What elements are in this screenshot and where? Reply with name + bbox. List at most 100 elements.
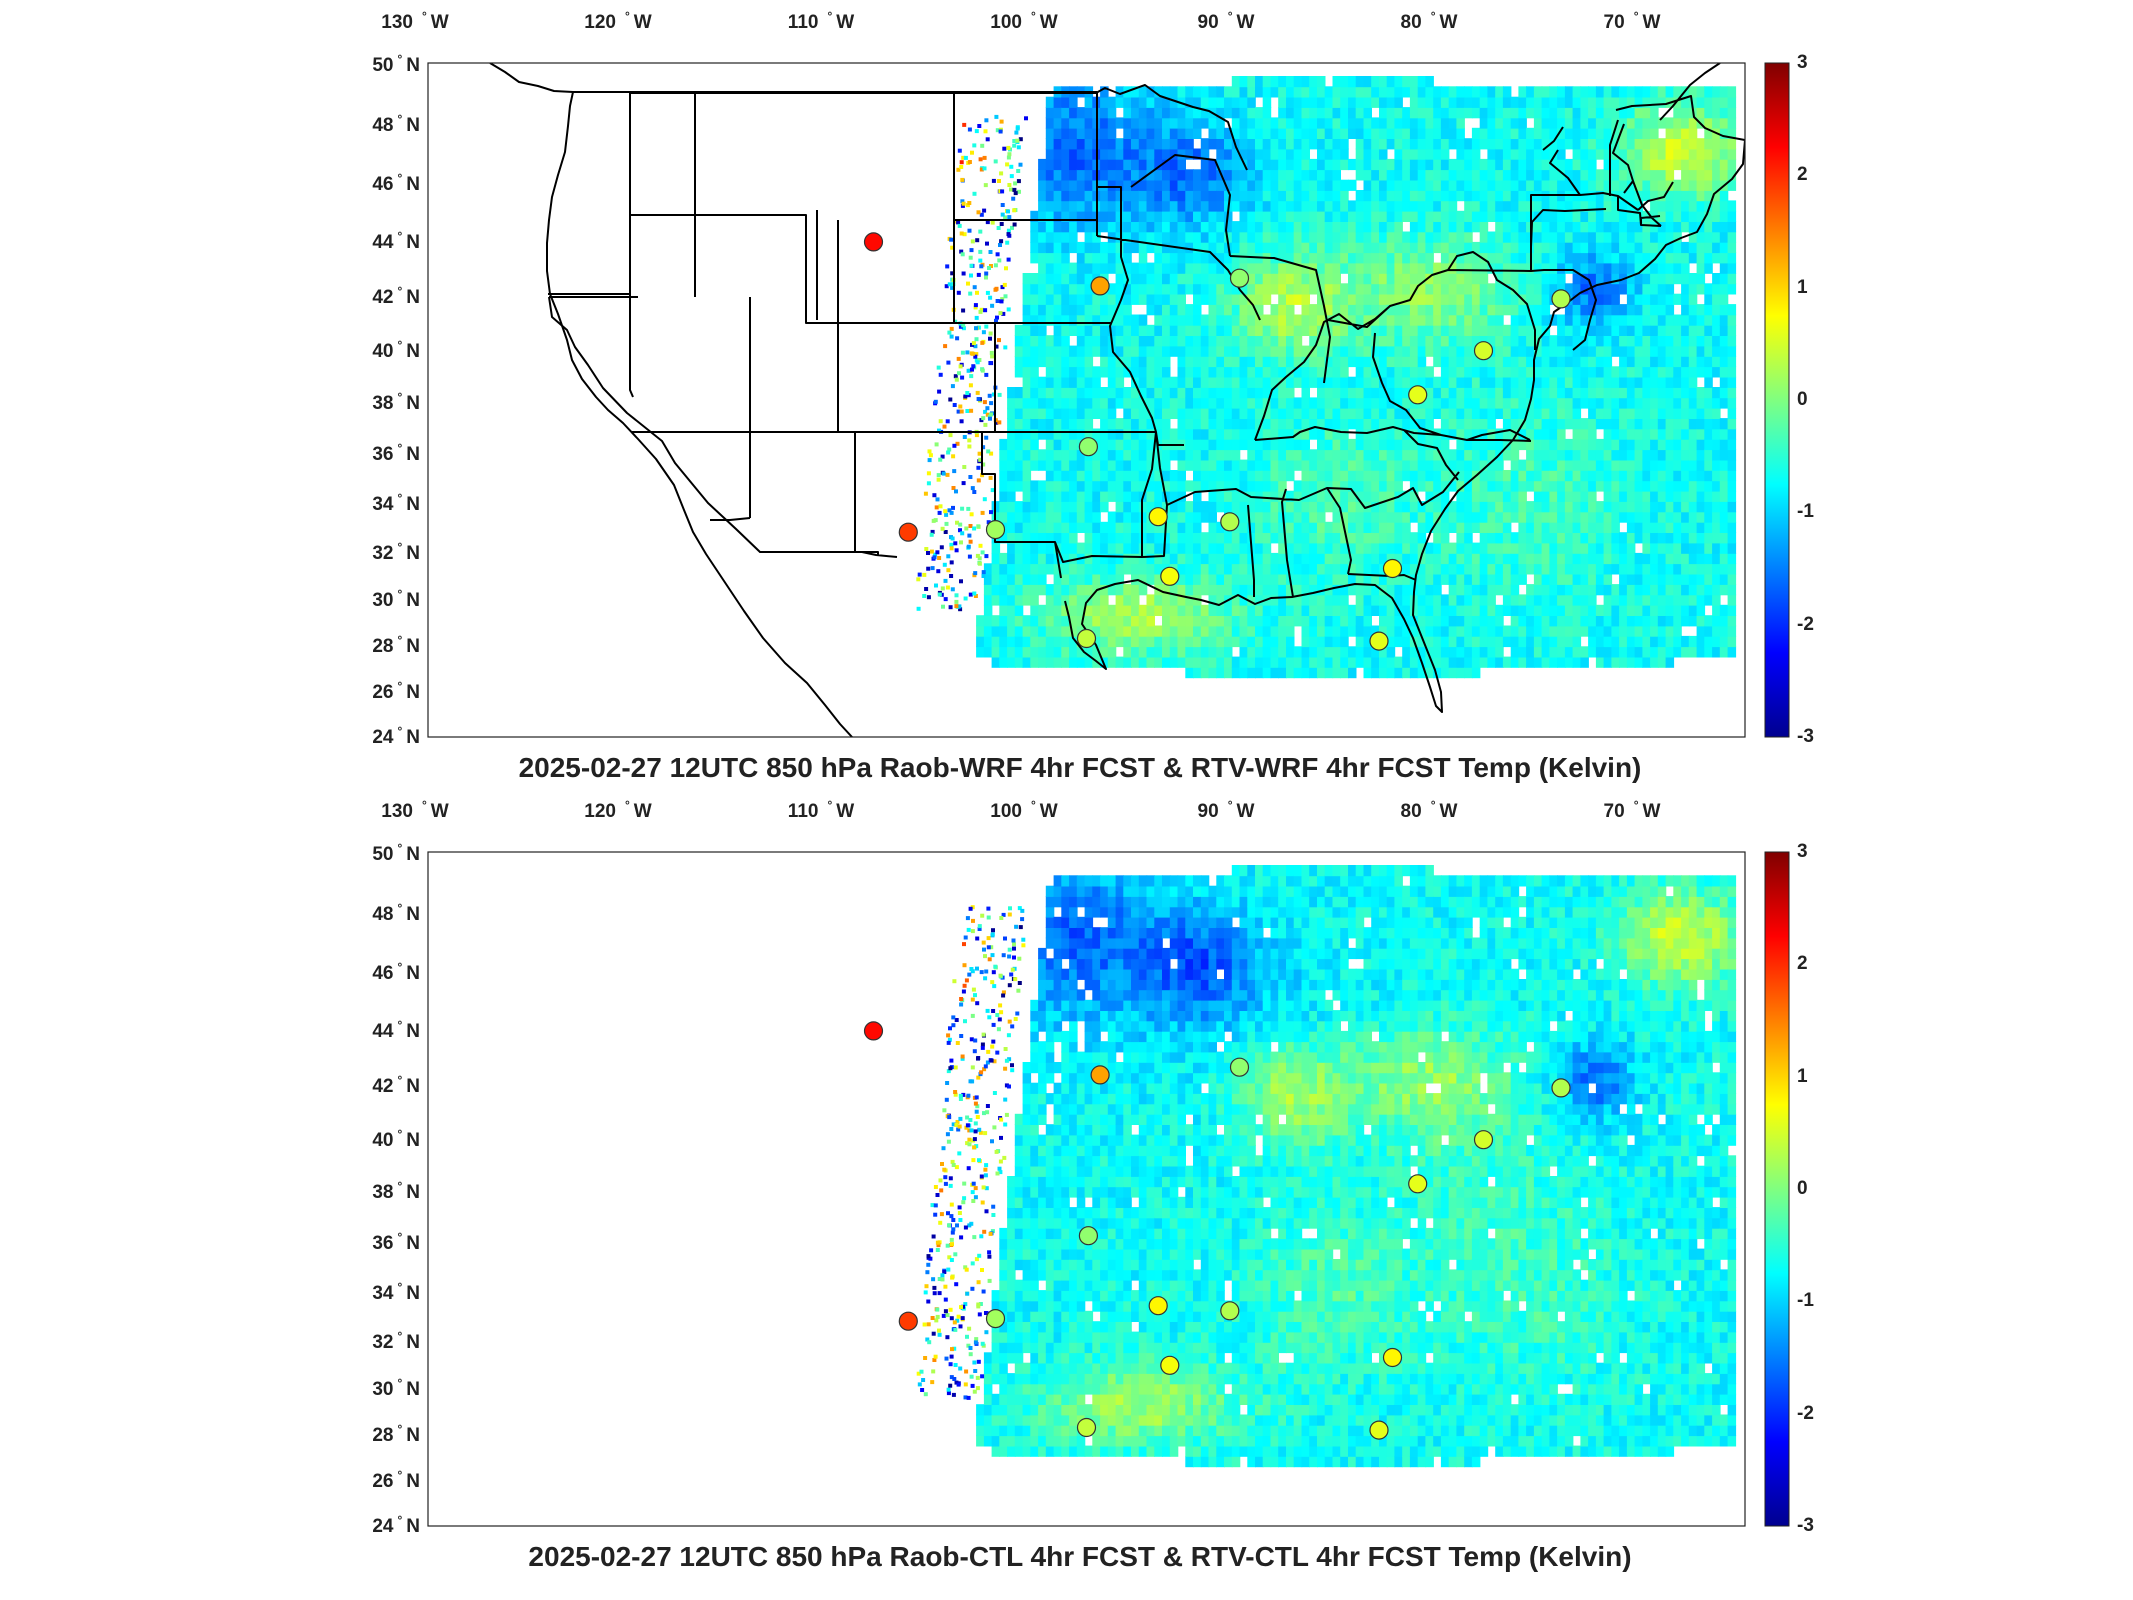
field-cell	[1162, 646, 1171, 658]
field-cell	[1611, 127, 1620, 139]
field-cell	[999, 584, 1008, 596]
field-cell	[1069, 387, 1078, 399]
field-cell	[1038, 418, 1047, 430]
field-cell	[1092, 231, 1101, 243]
field-cell	[1193, 667, 1202, 679]
field-cell	[1340, 158, 1349, 171]
field-cell	[1580, 107, 1589, 119]
field-cell	[1309, 459, 1318, 471]
field-cell	[1239, 584, 1248, 596]
field-cell	[1704, 542, 1713, 554]
field-cell	[1425, 407, 1434, 419]
field-cell	[1208, 407, 1217, 419]
field-cell	[1379, 625, 1388, 637]
field-cell	[1379, 169, 1388, 181]
field-cell	[1402, 573, 1411, 585]
lat-tick-label: 40 ° N	[372, 338, 420, 362]
field-cell	[1053, 283, 1063, 295]
field-cell	[1502, 96, 1512, 108]
field-cell	[1030, 418, 1039, 430]
field-cell	[1611, 366, 1620, 378]
field-cell	[1348, 480, 1357, 492]
field-cell	[1324, 273, 1334, 285]
field-cell	[1115, 345, 1125, 357]
field-cell	[1185, 667, 1194, 679]
field-cell	[1084, 148, 1094, 160]
field-cell	[1471, 625, 1481, 637]
field-cell	[1595, 210, 1605, 222]
field-cell	[1363, 210, 1372, 222]
field-cell	[1255, 584, 1264, 596]
field-cell	[1348, 573, 1357, 585]
field-cell	[1394, 169, 1403, 181]
field-cell	[1309, 604, 1318, 616]
field-cell	[1286, 273, 1295, 285]
field-cell	[1580, 573, 1589, 585]
field-cell	[1293, 179, 1303, 191]
field-cell	[1286, 667, 1295, 679]
field-cell	[1014, 345, 1024, 357]
field-cell	[1340, 366, 1349, 378]
field-cell	[1533, 283, 1543, 295]
field-cell	[1231, 656, 1241, 668]
field-cell	[1007, 521, 1016, 533]
field-cell	[1665, 86, 1675, 98]
field-cell	[1247, 635, 1256, 648]
field-cell	[1154, 625, 1163, 637]
field-cell	[1286, 646, 1295, 658]
field-cell	[1084, 210, 1094, 222]
field-cell	[1564, 387, 1574, 399]
field-cell	[1293, 438, 1303, 451]
field-cell	[1216, 273, 1225, 285]
field-cell	[1502, 200, 1512, 212]
field-cell	[1309, 480, 1318, 492]
field-cell	[1650, 532, 1659, 544]
field-cell	[1348, 376, 1357, 388]
field-cell	[1169, 501, 1179, 513]
field-cell	[1650, 563, 1659, 575]
field-cell	[1193, 501, 1202, 513]
field-cell	[1471, 200, 1481, 212]
field-cell	[1433, 241, 1442, 254]
field-cell	[1564, 552, 1574, 565]
field-cell	[1595, 293, 1605, 305]
field-cell	[1588, 646, 1597, 658]
field-cell	[1619, 117, 1628, 129]
field-cell	[1293, 521, 1303, 533]
field-cell	[1642, 532, 1651, 544]
field-cell	[1379, 615, 1388, 627]
field-cell	[1557, 314, 1566, 326]
field-cell	[1580, 646, 1589, 658]
field-cell	[1131, 428, 1140, 440]
field-cell	[1626, 293, 1636, 305]
field-cell	[1208, 480, 1217, 492]
field-cell	[1526, 625, 1535, 637]
field-cell	[1107, 127, 1117, 139]
field-cell	[1510, 293, 1520, 305]
field-cell	[1317, 594, 1326, 606]
field-cell	[1526, 283, 1535, 295]
field-cell	[1603, 376, 1613, 388]
field-cell	[1681, 117, 1690, 129]
field-cell	[1471, 594, 1481, 606]
field-cell	[1262, 138, 1272, 150]
field-cell	[1681, 169, 1690, 181]
field-cell	[1200, 190, 1210, 202]
field-cell	[1239, 407, 1248, 419]
field-cell	[1115, 366, 1125, 378]
field-cell	[1557, 283, 1566, 295]
field-cell	[1332, 96, 1341, 108]
field-cell	[1456, 127, 1465, 139]
field-cell	[1278, 117, 1287, 129]
field-cell	[1696, 428, 1706, 440]
field-cell	[1131, 646, 1140, 658]
field-cell	[1673, 127, 1682, 139]
field-cell	[1417, 76, 1427, 88]
field-cell	[983, 604, 993, 616]
field-cell	[1456, 656, 1465, 668]
field-cell	[1603, 449, 1613, 461]
field-cell	[1526, 552, 1535, 565]
field-cell	[1293, 76, 1303, 88]
field-cell	[1154, 293, 1163, 305]
field-cell	[1487, 252, 1496, 264]
